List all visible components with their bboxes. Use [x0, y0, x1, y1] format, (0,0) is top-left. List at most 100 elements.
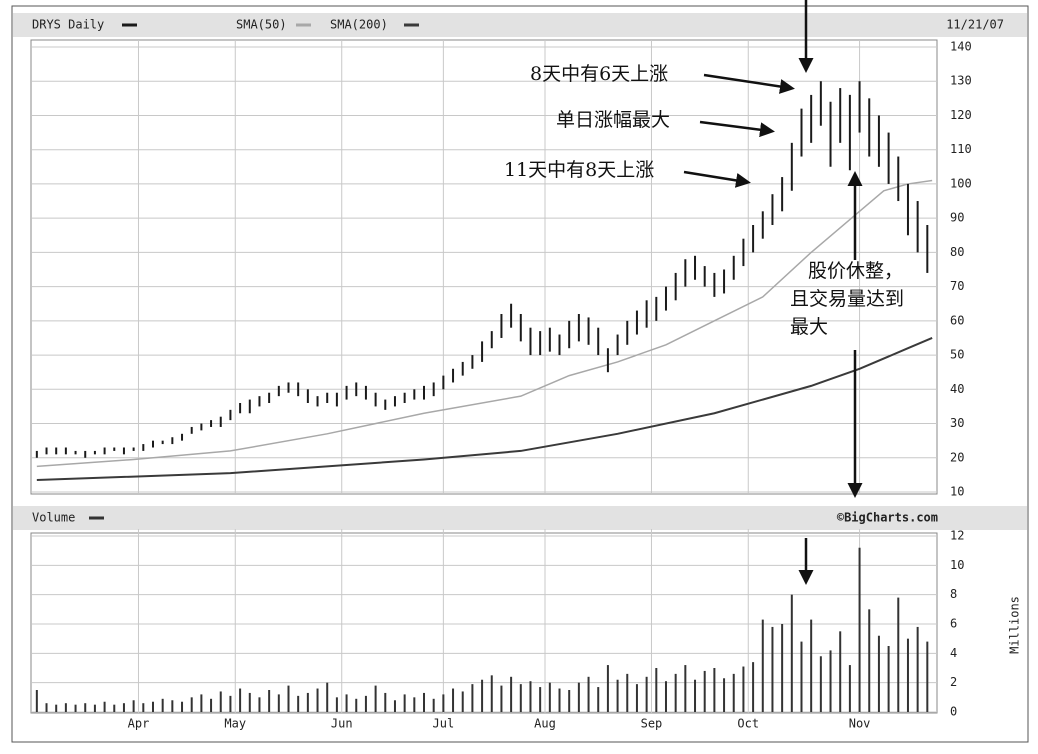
x-tick-label: May [224, 717, 246, 731]
volume-bar [316, 688, 319, 712]
annotation: 8天中有6天上涨 [530, 63, 668, 85]
volume-bar [752, 662, 755, 712]
volume-bar [819, 656, 822, 712]
volume-bar [297, 695, 300, 712]
volume-bar [916, 626, 919, 712]
volume-bar [35, 690, 38, 712]
volume-bar [171, 700, 174, 712]
volume-bar [519, 684, 522, 712]
y-tick-label: 50 [950, 348, 964, 362]
y-tick-label: 2 [950, 675, 957, 689]
volume-bar [887, 646, 890, 712]
header-strip [13, 13, 1027, 37]
volume-bar [113, 704, 116, 712]
volume-bar [219, 691, 222, 712]
volume-bar [848, 665, 851, 712]
volume-bar [481, 679, 484, 712]
annotation: 且交易量达到 [790, 288, 904, 310]
annotation: 单日涨幅最大 [556, 109, 670, 131]
volume-bar [723, 678, 726, 712]
volume-bar [490, 675, 493, 712]
volume-bar [200, 694, 203, 712]
volume-bar [713, 668, 716, 712]
volume-bar [306, 692, 309, 712]
volume-bar [161, 698, 164, 712]
volume-bar [74, 704, 77, 712]
volume-bar [694, 679, 697, 712]
y-tick-label: 90 [950, 211, 964, 225]
volume-bar [568, 690, 571, 712]
volume-bar [287, 685, 290, 712]
volume-bar [829, 650, 832, 712]
volume-bar [655, 668, 658, 712]
volume-bar [335, 697, 338, 712]
volume-bar [374, 685, 377, 712]
volume-bar [761, 619, 764, 712]
volume-bar [432, 698, 435, 712]
volume-bar [674, 673, 677, 712]
y-tick-label: 10 [950, 558, 964, 572]
volume-bar [926, 641, 929, 712]
volume-bar [229, 695, 232, 712]
y-tick-label: 12 [950, 529, 964, 543]
volume-bar [268, 690, 271, 712]
volume-bar [800, 641, 803, 712]
sma-line [36, 179, 933, 468]
annotation: 最大 [790, 316, 828, 338]
y-tick-label: 100 [950, 176, 972, 190]
chart-title: DRYS Daily [32, 18, 104, 32]
volume-bar [703, 670, 706, 712]
volume-bar [345, 694, 348, 712]
volume-bar [45, 703, 48, 712]
volume-bar [248, 692, 251, 712]
volume-bar [210, 698, 213, 712]
volume-bar [781, 624, 784, 712]
volume-bar [810, 619, 813, 712]
volume-bar [858, 547, 861, 712]
volume-bar [64, 703, 67, 712]
volume-bar [55, 704, 58, 712]
x-tick-label: Oct [737, 717, 759, 731]
price-plot [30, 39, 938, 495]
volume-bar [664, 681, 667, 712]
sma-line [36, 337, 933, 482]
volume-bar [790, 594, 793, 712]
volume-bar [326, 682, 329, 712]
volume-bar [132, 700, 135, 712]
volume-bar [500, 685, 503, 712]
x-tick-label: Jul [433, 717, 455, 731]
volume-bar [93, 704, 96, 712]
volume-title: Volume [32, 511, 75, 525]
x-tick-label: Aug [534, 717, 556, 731]
volume-bar [597, 687, 600, 712]
volume-plot [30, 532, 938, 714]
volume-bar [413, 697, 416, 712]
volume-bar [239, 688, 242, 712]
volume-bar [510, 676, 513, 712]
volume-bar [142, 703, 145, 712]
y-tick-label: 4 [950, 646, 957, 660]
volume-bar [277, 694, 280, 712]
volume-bar [732, 673, 735, 712]
y-tick-label: 140 [950, 40, 972, 54]
volume-bar [364, 695, 367, 712]
volume-bar [616, 679, 619, 712]
volume-bar [539, 687, 542, 712]
frame [11, 5, 1029, 743]
y-tick-label: 10 [950, 485, 964, 499]
annotation: 股价休整， [808, 260, 903, 282]
y-tick-label: 20 [950, 450, 964, 464]
volume-bar [151, 701, 154, 712]
volume-bar [529, 681, 532, 712]
legend-label: SMA(50) [236, 18, 287, 32]
volume-bar [258, 697, 261, 712]
volume-bar [587, 676, 590, 712]
volume-bar [839, 631, 842, 712]
y-tick-label: 120 [950, 108, 972, 122]
volume-bar [906, 638, 909, 712]
volume-bar [181, 701, 184, 712]
y-tick-label: 8 [950, 587, 957, 601]
volume-bar [626, 673, 629, 712]
volume-strip [13, 506, 1027, 530]
volume-bar [355, 698, 358, 712]
